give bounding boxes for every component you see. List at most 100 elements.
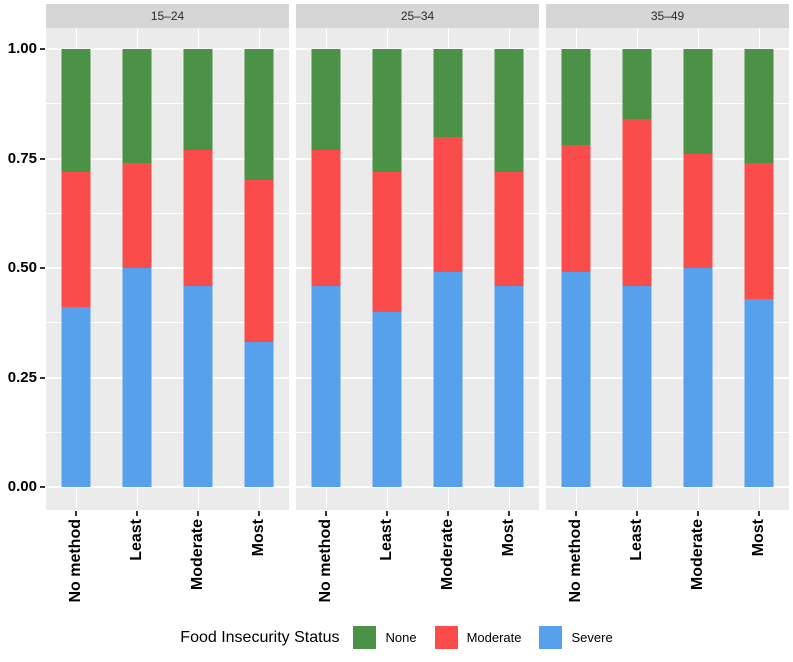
x-tick-label-most: Most [499,519,517,557]
bar-35-49-most [744,49,774,487]
facet-panel-35-49 [546,28,789,510]
gridline-minor [546,431,789,433]
gridline-minor [46,322,289,324]
bar-25-34-moderate [433,49,463,487]
bar-35-49-moderate [683,49,713,487]
x-tick-mark [196,511,199,516]
y-tick-label: 0.00 [7,478,37,495]
bar-segment-severe [622,285,652,487]
bar-segment-moderate [372,171,402,312]
x-axis-ticks [546,510,789,516]
bar-segment-none [744,49,774,163]
bar-segment-severe [61,307,91,487]
x-tick-label-moderate: Moderate [688,519,706,591]
bar-segment-none [61,49,91,172]
x-tick-label-no-method: No method [67,519,85,603]
gridline-major [46,157,289,160]
gridline-minor [46,103,289,105]
bar-segment-moderate [311,149,341,286]
facet-panels: 15–24 No method Least Moderate Most 25–34 No m… [46,4,789,618]
x-label-cell: Moderate [668,516,729,618]
gridline-major [46,486,289,488]
gridline-minor [546,212,789,214]
bar-15-24-no-method [61,49,91,487]
faceted-stacked-bar-chart: 1.00 0.75 0.50 0.25 0.00 15–24 No method Least… [0,4,793,662]
bar-15-24-moderate [183,49,213,487]
legend-label-none: None [385,630,417,645]
gridline-minor [296,322,539,324]
bar-segment-none [622,49,652,120]
bar-segment-severe [744,298,774,487]
gridline-major [546,267,789,269]
legend-items: None Moderate Severe [353,626,613,649]
x-label-cell: Most [478,516,539,618]
gridline-minor [296,212,539,214]
bar-segment-moderate [494,171,524,286]
x-tick-mark [575,511,578,516]
bar-15-24-most [244,49,274,487]
x-axis-ticks [296,510,539,516]
legend-swatch-severe [539,626,563,649]
bar-segment-moderate [122,162,152,268]
x-tick-label-moderate: Moderate [188,519,206,591]
bar-35-49-no-method [561,49,591,487]
x-tick-mark [446,511,449,516]
facet-strip-15-24: 15–24 [46,4,289,28]
x-tick-label-no-method: No method [317,519,335,603]
bar-segment-none [683,49,713,155]
x-tick-mark [325,511,328,516]
gridline-major [546,48,789,50]
y-axis: 1.00 0.75 0.50 0.25 0.00 [0,4,46,618]
gridline-major [46,267,289,269]
x-label-cell: Least [107,516,168,618]
bar-segment-none [433,49,463,137]
x-tick-mark [257,511,260,516]
x-tick-mark [386,511,389,516]
bar-segment-moderate [61,171,91,308]
x-axis-ticks [46,510,289,516]
bar-segment-severe [311,285,341,487]
x-label-cell: Most [228,516,289,618]
y-tick-mark [40,157,45,160]
bar-segment-none [183,49,213,150]
facet-25-34: 25–34 No method Least Moderate Most [296,4,539,618]
bar-segment-severe [244,342,274,487]
y-tick-mark [40,486,45,488]
gridline-major [296,486,539,488]
y-tick-label: 0.25 [7,368,37,386]
bar-segment-none [244,49,274,181]
bar-segment-moderate [622,119,652,286]
gridline-major [546,376,789,379]
x-tick-mark [507,511,510,516]
bar-segment-none [122,49,152,163]
facet-strip-35-49: 35–49 [546,4,789,28]
x-tick-mark [696,511,699,516]
bar-25-34-most [494,49,524,487]
gridline-major [46,376,289,379]
bar-segment-severe [561,272,591,487]
bar-segment-moderate [183,149,213,286]
bar-25-34-no-method [311,49,341,487]
x-tick-label-moderate: Moderate [438,519,456,591]
gridline-major [296,376,539,379]
legend-item-moderate: Moderate [434,626,521,649]
y-tick-mark [40,267,45,269]
bar-segment-moderate [561,145,591,273]
facet-panel-25-34 [296,28,539,510]
gridline-minor [546,103,789,105]
bar-segment-none [494,49,524,172]
y-tick-label: 0.50 [7,259,37,276]
bar-segment-none [372,49,402,172]
gridline-minor [546,322,789,324]
bar-segment-severe [122,268,152,487]
gridline-minor [296,431,539,433]
bar-segment-moderate [683,154,713,268]
x-label-cell: Least [607,516,668,618]
facet-35-49: 35–49 No method Least Moderate Most [546,4,789,618]
legend-swatch-none [353,626,377,649]
bar-25-34-least [372,49,402,487]
y-tick-mark [40,376,45,379]
x-label-cell: No method [46,516,107,618]
bar-segment-severe [494,285,524,487]
bar-segment-moderate [744,162,774,299]
